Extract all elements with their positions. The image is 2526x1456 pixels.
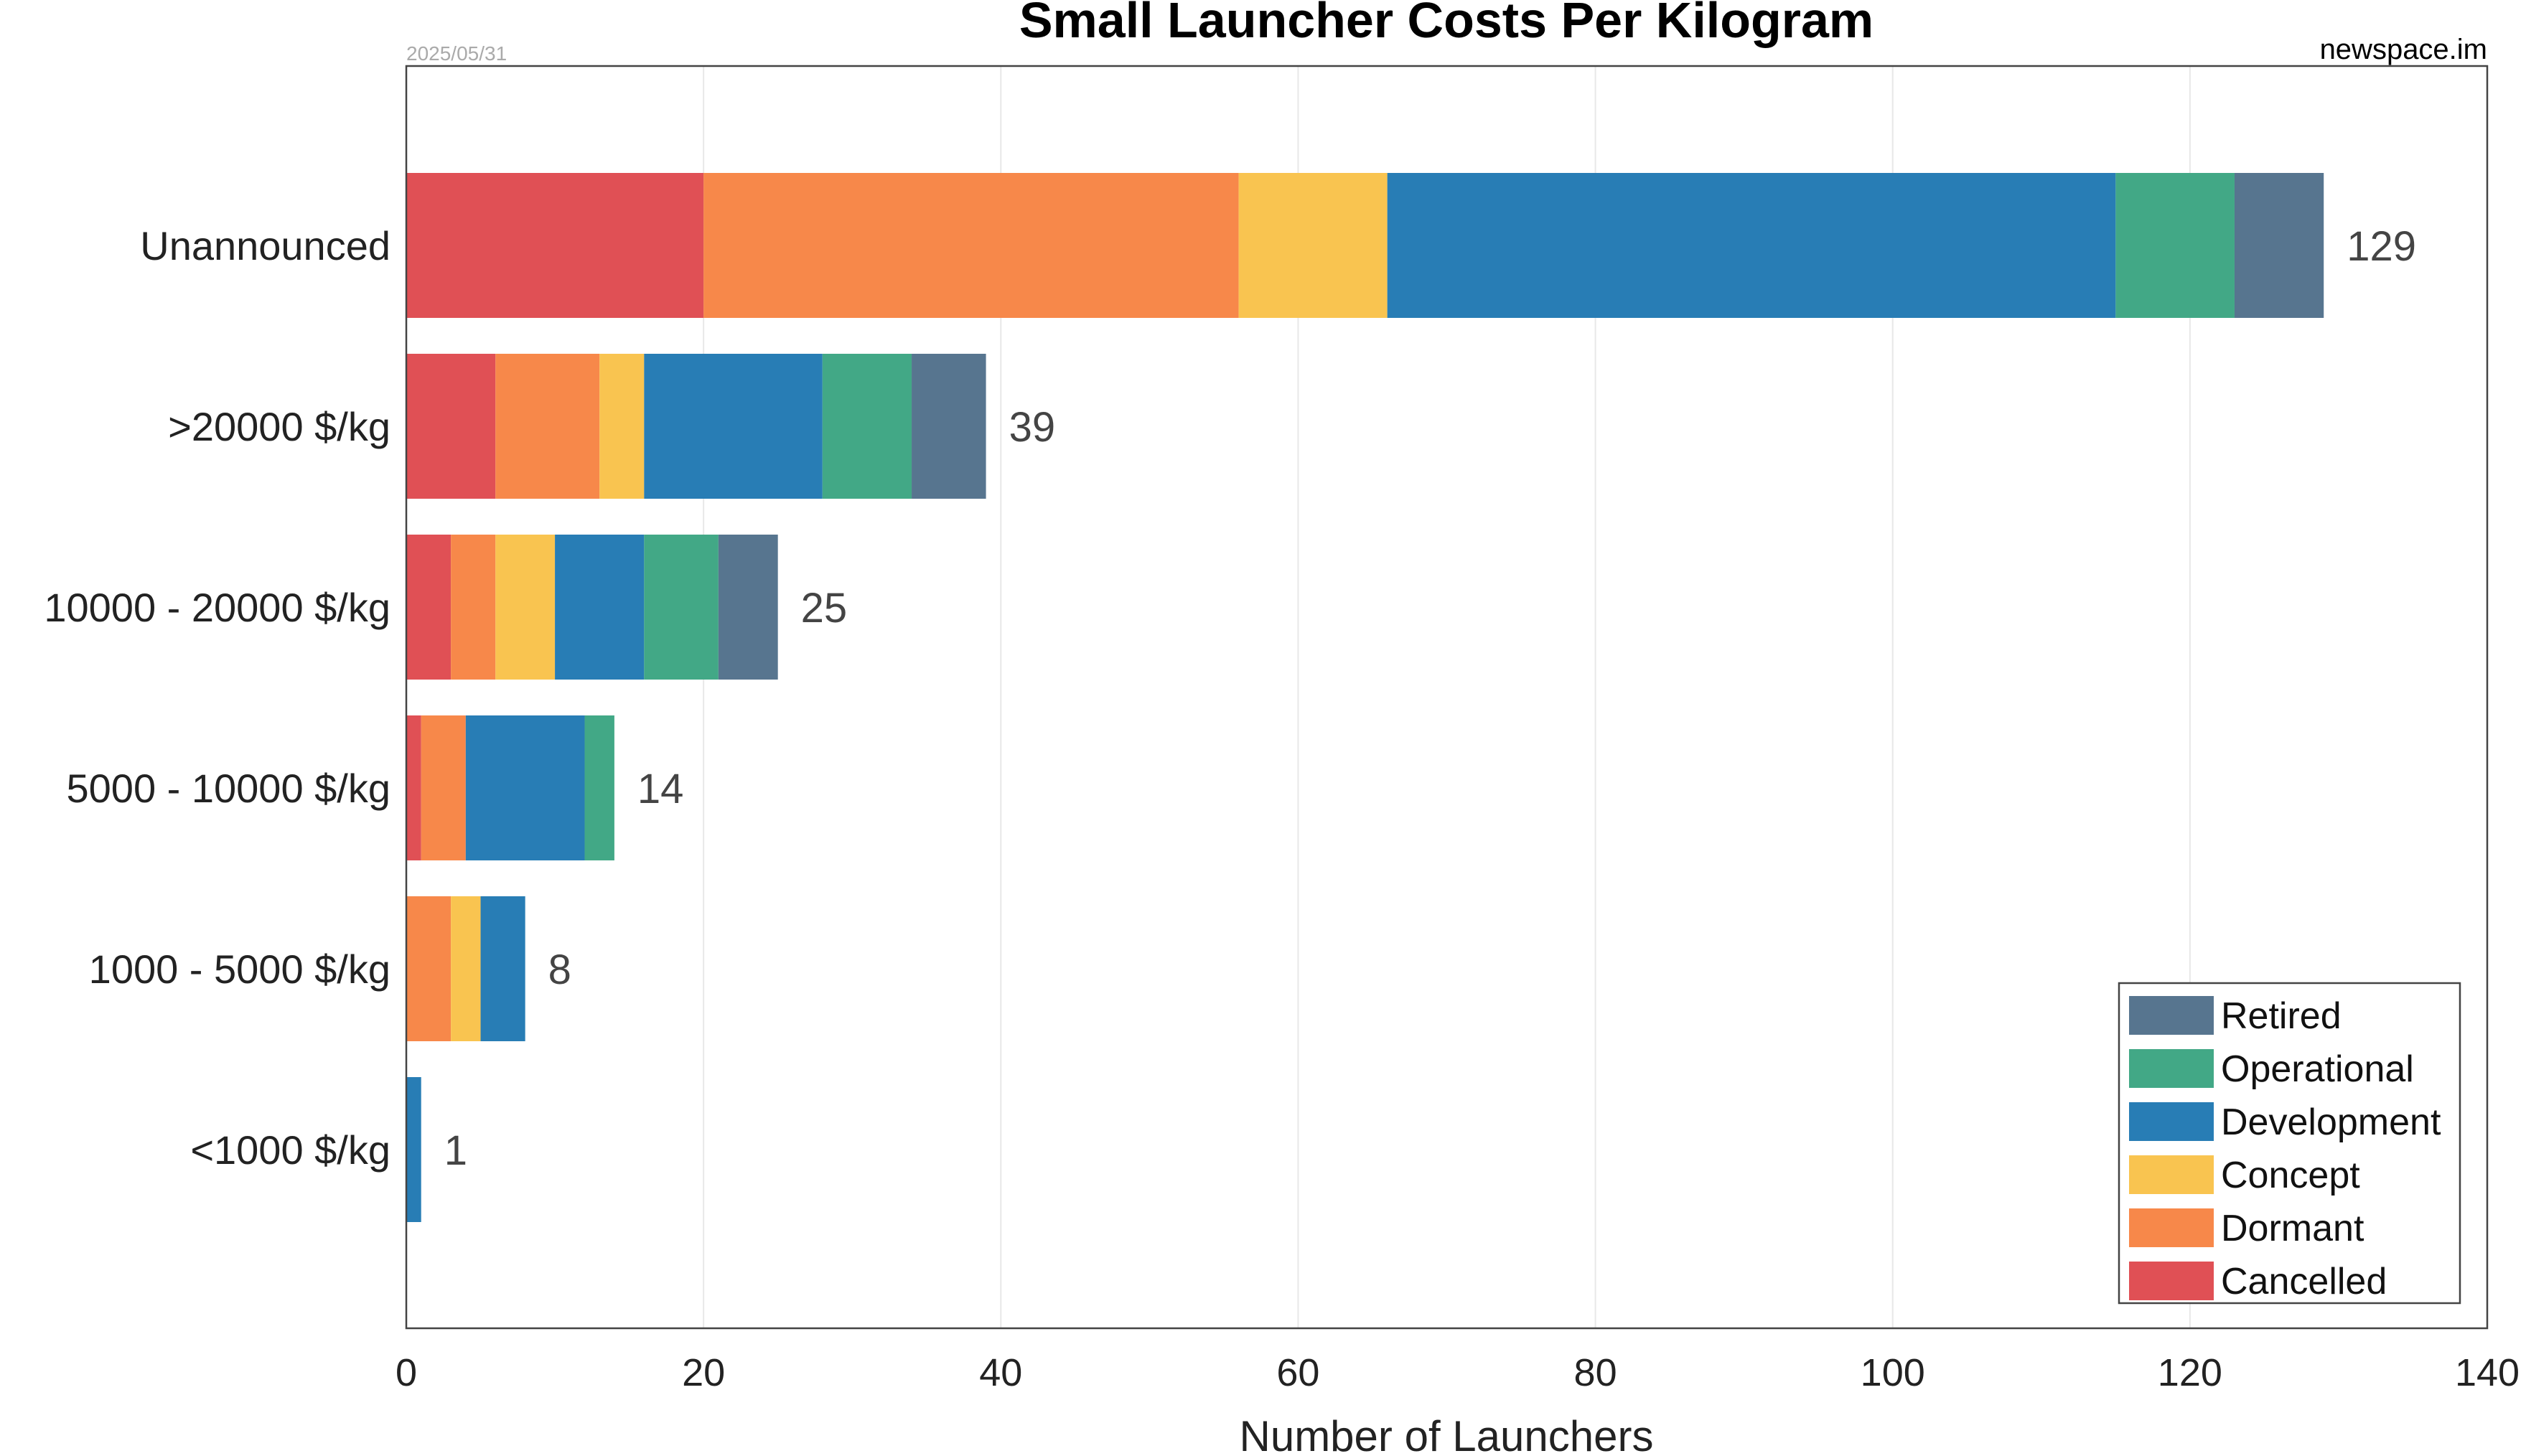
legend-label: Cancelled	[2221, 1261, 2387, 1302]
x-tick-label: 120	[2158, 1351, 2222, 1394]
y-tick-label: 10000 - 20000 $/kg	[44, 585, 390, 630]
bar-total-label: 25	[801, 585, 848, 631]
bar-segment	[599, 354, 645, 499]
plot-frame	[405, 65, 2489, 1330]
x-tick-label: 100	[1861, 1351, 1925, 1394]
chart-title: Small Launcher Costs Per Kilogram	[1019, 0, 1874, 48]
bar-segment	[406, 715, 421, 860]
legend-label: Operational	[2221, 1048, 2414, 1090]
y-tick-label: 5000 - 10000 $/kg	[67, 766, 390, 811]
legend-swatch	[2129, 1208, 2214, 1247]
bar-segment	[495, 535, 556, 680]
chart-source: newspace.im	[2320, 34, 2487, 65]
chart-date: 2025/05/31	[406, 42, 507, 65]
bar-segment	[2234, 173, 2324, 318]
legend-label: Retired	[2221, 995, 2342, 1037]
bar-segment	[1238, 173, 1388, 318]
bar-segment	[644, 354, 823, 499]
x-tick-label: 40	[979, 1351, 1022, 1394]
bar-segment	[2115, 173, 2235, 318]
y-tick-label: <1000 $/kg	[190, 1127, 390, 1173]
bar-total-label: 8	[548, 947, 571, 993]
bar-segment	[644, 535, 719, 680]
bar-segment	[1387, 173, 2116, 318]
x-axis-label: Number of Launchers	[1240, 1412, 1654, 1456]
bar-total-label: 14	[637, 766, 684, 812]
legend: Retired Operational Development Concept Dorm…	[2118, 982, 2461, 1305]
x-tick-label: 140	[2455, 1351, 2520, 1394]
bar-total-label: 1	[444, 1127, 467, 1174]
bar-segment	[406, 354, 496, 499]
bar-segment	[703, 173, 1239, 318]
legend-swatch	[2129, 1049, 2214, 1088]
bar-total-label: 129	[2347, 223, 2416, 270]
bar-segment	[495, 354, 600, 499]
legend-label: Development	[2221, 1102, 2441, 1143]
labels-layer: 0 20 40 60 80 100 120 140 Unannounced 129 >20000 $…	[44, 223, 2520, 1394]
bar-segment	[406, 896, 452, 1041]
bar-total-label: 39	[1009, 404, 1056, 451]
legend-label: Concept	[2221, 1155, 2360, 1196]
bars-layer	[406, 173, 2324, 1222]
legend-label: Dormant	[2221, 1208, 2364, 1249]
bar-segment	[406, 535, 452, 680]
x-tick-label: 20	[682, 1351, 725, 1394]
y-tick-label: 1000 - 5000 $/kg	[89, 947, 390, 992]
bar-segment	[555, 535, 645, 680]
bar-segment	[406, 173, 704, 318]
bar-segment	[480, 896, 525, 1041]
y-tick-label: Unannounced	[140, 223, 390, 268]
bar-segment	[451, 896, 481, 1041]
x-tick-label: 60	[1276, 1351, 1319, 1394]
bar-segment	[451, 535, 496, 680]
y-tick-label: >20000 $/kg	[168, 404, 390, 449]
bar-segment	[465, 715, 585, 860]
bar-segment	[822, 354, 912, 499]
x-tick-label: 0	[396, 1351, 417, 1394]
x-tick-label: 80	[1574, 1351, 1617, 1394]
legend-swatch	[2129, 996, 2214, 1035]
bar-segment	[421, 715, 466, 860]
legend-swatch	[2129, 1262, 2214, 1300]
bar-segment	[406, 1077, 421, 1222]
legend-swatch	[2129, 1102, 2214, 1141]
bar-segment	[718, 535, 778, 680]
legend-swatch	[2129, 1155, 2214, 1194]
bar-segment	[912, 354, 986, 499]
bar-segment	[584, 715, 614, 860]
legend-box	[2118, 982, 2461, 1305]
